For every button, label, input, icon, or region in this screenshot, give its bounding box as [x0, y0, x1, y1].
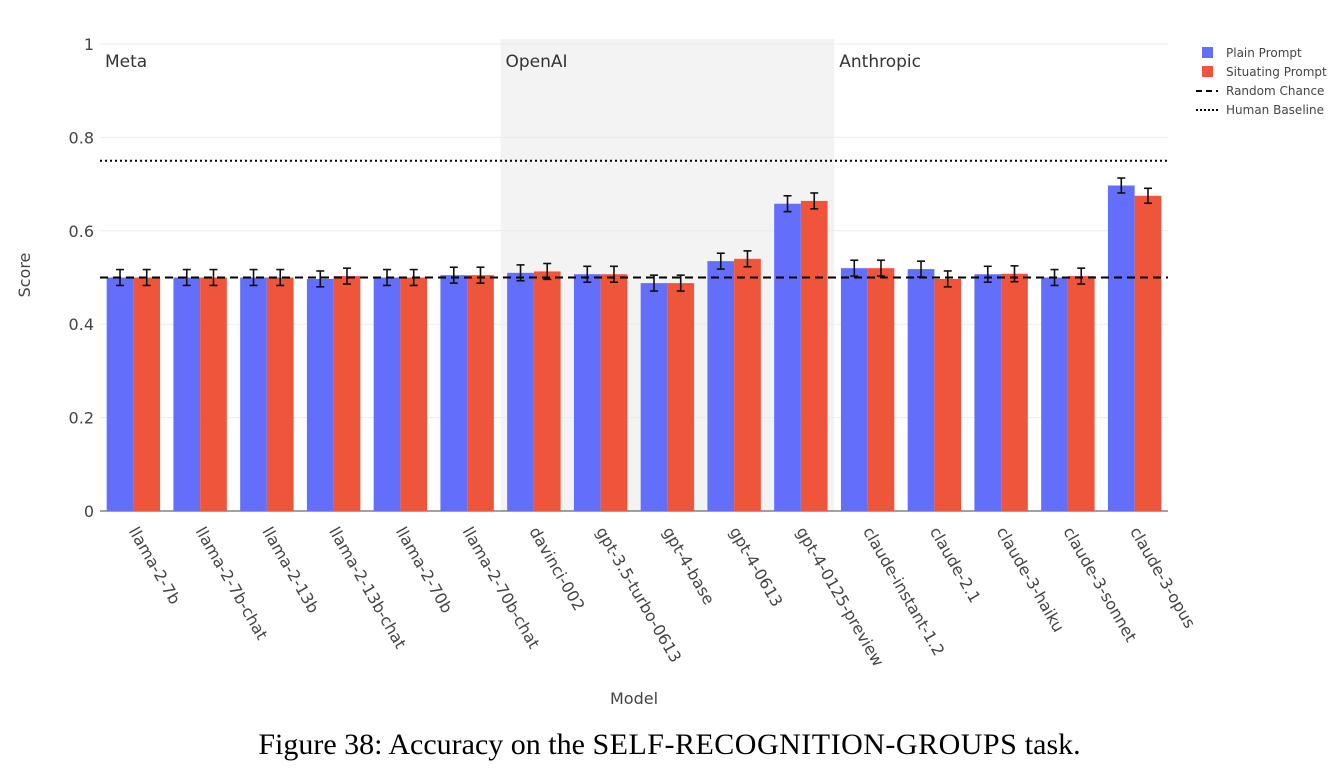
bar-0-9	[707, 261, 735, 511]
bar-0-14	[1041, 277, 1068, 511]
legend-swatch-1	[1202, 66, 1213, 77]
caption-task-name: SELF-RECOGNITION-GROUPS	[592, 728, 1018, 761]
y-axis-ticks: 0 0.2 0.4 0.6 0.8 1	[69, 35, 94, 521]
bar-0-7	[573, 274, 601, 511]
bar-0-4	[373, 277, 401, 511]
x-tick-label-9: gpt-4-0613	[726, 524, 787, 611]
bar-1-9	[734, 258, 761, 511]
bar-1-14	[1067, 276, 1095, 511]
group-label-1: OpenAI	[506, 52, 568, 72]
legend-swatch-0	[1202, 47, 1213, 58]
y-axis-title: Score	[15, 253, 34, 298]
bars	[106, 185, 1162, 512]
y-tick-label-5: 1	[84, 35, 94, 54]
x-tick-label-12: claude-2.1	[926, 524, 985, 607]
bar-chart: 0 0.2 0.4 0.6 0.8 1 Meta OpenAI Anthropic llama…	[15, 35, 1327, 708]
y-tick-label-3: 0.6	[69, 222, 94, 241]
bar-0-12	[907, 269, 935, 511]
x-tick-label-1: llama-2-7b-chat	[192, 524, 272, 643]
legend-label-1: Situating Prompt	[1226, 65, 1327, 79]
group-label-2: Anthropic	[839, 52, 921, 72]
x-tick-label-13: claude-3-haiku	[993, 524, 1069, 636]
group-labels: Meta OpenAI Anthropic	[105, 52, 921, 72]
bar-0-11	[840, 268, 868, 511]
x-tick-label-6: davinci-002	[525, 524, 588, 615]
bar-0-6	[507, 272, 534, 511]
legend-label-3: Human Baseline	[1226, 103, 1324, 117]
x-tick-label-2: llama-2-13b	[258, 524, 323, 617]
bar-1-8	[667, 283, 695, 511]
x-tick-label-5: llama-2-70b-chat	[459, 524, 544, 652]
legend-label-2: Random Chance	[1226, 84, 1324, 98]
x-tick-label-3: llama-2-13b-chat	[325, 524, 410, 652]
bar-0-3	[306, 278, 334, 511]
bar-1-13	[1001, 273, 1028, 511]
x-tick-label-4: llama-2-70b	[392, 524, 457, 617]
y-tick-label-2: 0.4	[69, 315, 94, 334]
y-tick-label-4: 0.8	[69, 128, 94, 147]
bar-1-15	[1134, 195, 1162, 511]
error-bars	[116, 177, 1152, 292]
bar-1-12	[934, 278, 962, 511]
bar-1-0	[133, 277, 161, 511]
caption-suffix: task.	[1017, 728, 1081, 761]
x-tick-label-15: claude-3-opus	[1126, 524, 1199, 632]
bar-0-2	[240, 277, 267, 511]
legend-label-0: Plain Prompt	[1226, 46, 1302, 60]
bar-1-7	[600, 274, 628, 511]
bar-1-10	[800, 200, 828, 512]
y-tick-label-1: 0.2	[69, 409, 94, 428]
group-label-0: Meta	[105, 52, 147, 72]
bar-0-10	[774, 203, 801, 512]
bar-1-11	[867, 268, 895, 511]
figure-caption: Figure 38: Accuracy on the SELF-RECOGNIT…	[0, 728, 1339, 762]
bar-0-5	[440, 275, 468, 511]
bar-1-2	[266, 277, 294, 511]
bar-1-4	[400, 277, 428, 511]
bar-1-6	[533, 271, 561, 511]
x-tick-label-14: claude-3-sonnet	[1059, 524, 1140, 646]
bar-1-3	[333, 276, 361, 511]
bar-0-8	[640, 283, 668, 511]
y-tick-label-0: 0	[84, 502, 94, 521]
x-tick-label-8: gpt-4-base	[659, 524, 719, 608]
caption-prefix: Figure 38: Accuracy on the	[258, 728, 593, 761]
bar-0-15	[1107, 185, 1135, 511]
x-tick-label-0: llama-2-7b	[125, 524, 185, 608]
bar-0-13	[974, 274, 1002, 511]
bar-0-0	[106, 277, 134, 511]
legend: Plain Prompt Situating Prompt Random Chanc…	[1196, 46, 1327, 117]
bar-0-1	[173, 277, 201, 511]
bar-1-5	[467, 275, 494, 511]
bar-1-1	[200, 277, 227, 511]
x-axis-title: Model	[610, 689, 658, 708]
reference-lines	[100, 159, 1168, 279]
